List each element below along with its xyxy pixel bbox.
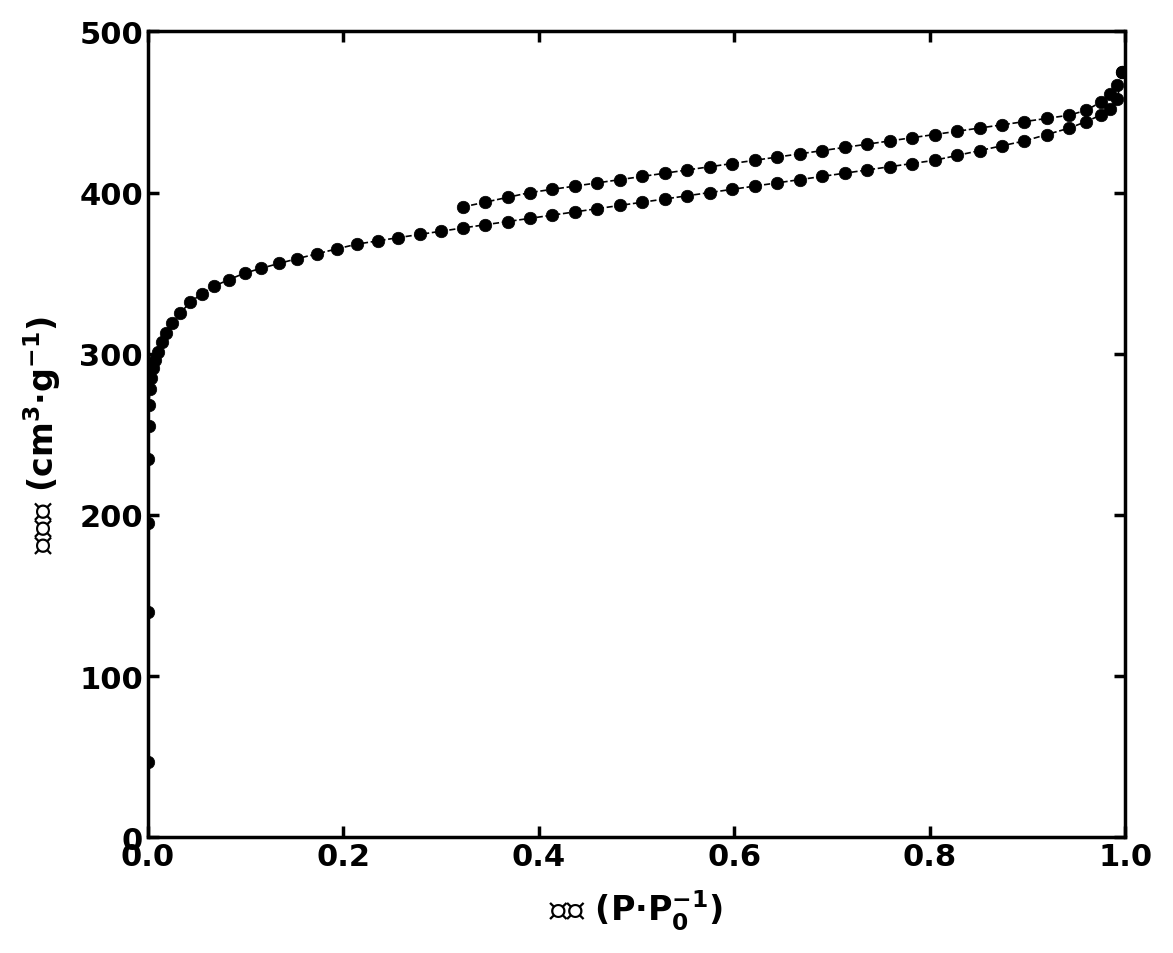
Y-axis label: 吸附量 ($\mathbf{cm^3·g^{-1}}$): 吸附量 ($\mathbf{cm^3·g^{-1}}$) bbox=[21, 316, 62, 554]
X-axis label: 分压 ($\mathbf{P·P_0^{-1}}$): 分压 ($\mathbf{P·P_0^{-1}}$) bbox=[549, 888, 724, 932]
